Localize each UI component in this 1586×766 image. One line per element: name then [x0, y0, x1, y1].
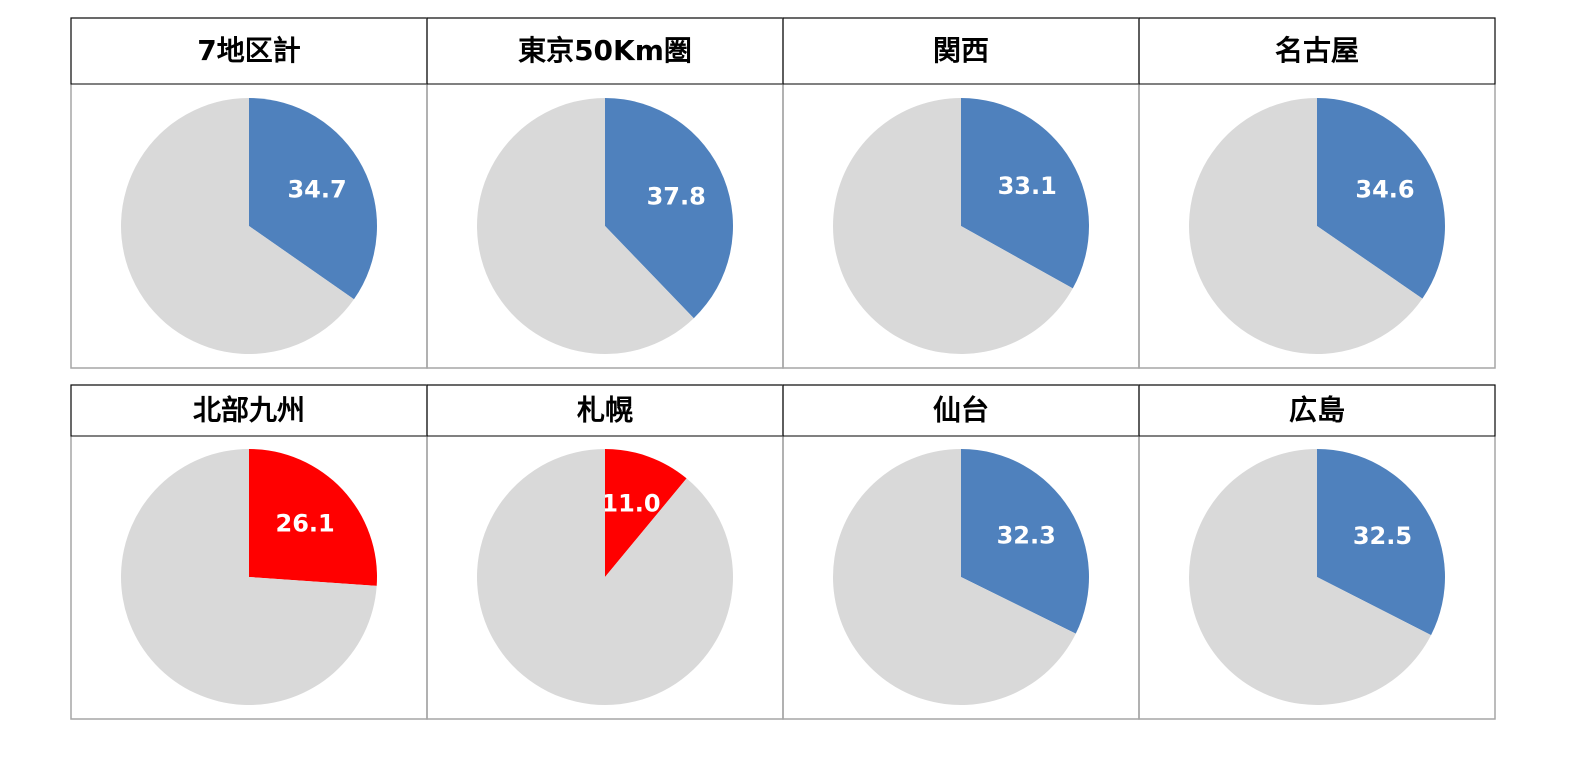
pie-slice: [605, 98, 733, 319]
header-border: [1138, 17, 1496, 85]
pie-slice: [832, 449, 1076, 705]
chart-title: 名古屋: [1275, 34, 1359, 67]
chart-title: 7地区計: [197, 34, 300, 67]
data-label: 11.0: [601, 490, 660, 518]
chart-title: 東京50Km圏: [518, 34, 692, 67]
pie-slice: [120, 98, 354, 354]
pie-slice: [121, 449, 377, 705]
chart-title: 札幌: [577, 394, 633, 427]
pie-slice: [249, 98, 377, 300]
chart-title: 仙台: [933, 394, 989, 427]
pie-slice: [833, 98, 1073, 354]
pie-slice: [249, 449, 377, 586]
pie-slice: [961, 98, 1089, 289]
pie-slice: [1317, 449, 1445, 636]
data-label: 34.6: [1355, 175, 1414, 203]
data-label: 26.1: [276, 510, 335, 538]
chart-title: 関西: [933, 34, 989, 67]
header-border: [1138, 384, 1496, 437]
data-label: 32.3: [997, 521, 1056, 549]
pie-slice: [961, 449, 1089, 634]
pie-slice: [1189, 98, 1423, 354]
pie-slice: [477, 98, 694, 354]
data-label: 33.1: [998, 172, 1057, 200]
chart-title: 北部九州: [193, 394, 305, 427]
pie-slice: [605, 449, 687, 577]
pie-slice: [1317, 98, 1445, 299]
pie-slice: [477, 449, 734, 705]
data-label: 37.8: [647, 182, 706, 210]
pie-slice: [1189, 449, 1432, 705]
data-label: 32.5: [1353, 522, 1412, 550]
data-label: 34.7: [287, 175, 346, 203]
chart-title: 広島: [1289, 394, 1345, 427]
